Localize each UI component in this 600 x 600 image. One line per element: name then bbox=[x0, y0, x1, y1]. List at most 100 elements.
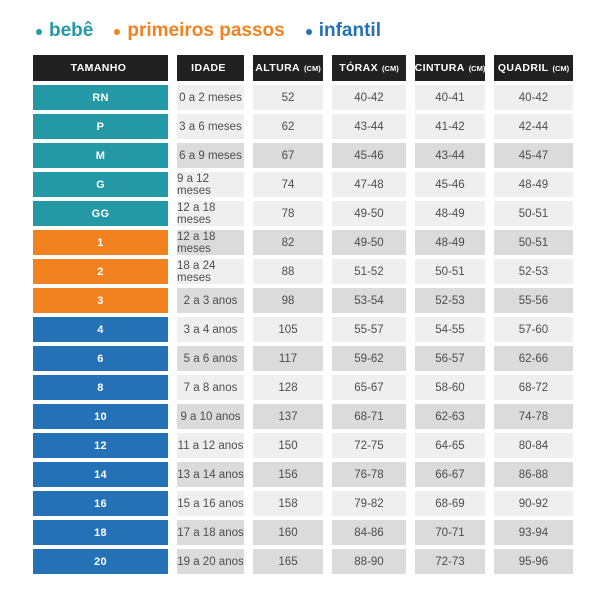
hip-cell: 57-60 bbox=[494, 317, 573, 342]
age-cell: 9 a 10 anos bbox=[177, 404, 244, 429]
height-cell: 117 bbox=[253, 346, 323, 371]
size-cell: 12 bbox=[33, 433, 168, 458]
waist-cell: 41-42 bbox=[415, 114, 485, 139]
size-cell: 6 bbox=[33, 346, 168, 371]
hip-cell: 52-53 bbox=[494, 259, 573, 284]
size-label: 8 bbox=[97, 381, 104, 394]
age-cell: 2 a 3 anos bbox=[177, 288, 244, 313]
legend-item: primeiros passos bbox=[114, 20, 285, 42]
table-row: GG 12 a 18 meses 78 49-50 48-49 50-51 bbox=[33, 201, 573, 226]
height-cell: 62 bbox=[253, 114, 323, 139]
legend-label: bebê bbox=[49, 20, 94, 41]
table-row: G 9 a 12 meses 74 47-48 45-46 48-49 bbox=[33, 172, 573, 197]
column-header-unit: (CM) bbox=[552, 64, 570, 73]
column-header-label: TÓRAX bbox=[339, 62, 379, 74]
height-cell: 165 bbox=[253, 549, 323, 574]
age-cell: 12 a 18 meses bbox=[177, 201, 244, 226]
size-label: 1 bbox=[97, 236, 104, 249]
size-cell: 3 bbox=[33, 288, 168, 313]
hip-cell: 62-66 bbox=[494, 346, 573, 371]
size-label: 14 bbox=[94, 468, 107, 481]
size-cell: 2 bbox=[33, 259, 168, 284]
table-row: 12 11 a 12 anos 150 72-75 64-65 80-84 bbox=[33, 433, 573, 458]
column-header-quadril: QUADRIL (CM) bbox=[494, 55, 573, 81]
height-cell: 78 bbox=[253, 201, 323, 226]
hip-cell: 80-84 bbox=[494, 433, 573, 458]
chest-cell: 49-50 bbox=[332, 201, 406, 226]
size-cell: G bbox=[33, 172, 168, 197]
table-row: 14 13 a 14 anos 156 76-78 66-67 86-88 bbox=[33, 462, 573, 487]
size-cell: M bbox=[33, 143, 168, 168]
hip-cell: 95-96 bbox=[494, 549, 573, 574]
column-header-label: QUADRIL bbox=[497, 62, 549, 74]
chest-cell: 45-46 bbox=[332, 143, 406, 168]
legend-label: primeiros passos bbox=[127, 20, 285, 41]
height-cell: 67 bbox=[253, 143, 323, 168]
height-cell: 82 bbox=[253, 230, 323, 255]
table-header: TAMANHO IDADE ALTURA (CM) TÓRAX (CM) CINTU… bbox=[33, 55, 573, 81]
size-cell: 20 bbox=[33, 549, 168, 574]
age-cell: 0 a 2 meses bbox=[177, 85, 244, 110]
height-cell: 52 bbox=[253, 85, 323, 110]
size-label: GG bbox=[91, 207, 110, 220]
table-row: 1 12 a 18 meses 82 49-50 48-49 50-51 bbox=[33, 230, 573, 255]
hip-cell: 50-51 bbox=[494, 201, 573, 226]
height-cell: 160 bbox=[253, 520, 323, 545]
chest-cell: 68-71 bbox=[332, 404, 406, 429]
age-cell: 9 a 12 meses bbox=[177, 172, 244, 197]
hip-cell: 74-78 bbox=[494, 404, 573, 429]
chest-cell: 59-62 bbox=[332, 346, 406, 371]
height-cell: 98 bbox=[253, 288, 323, 313]
hip-cell: 90-92 bbox=[494, 491, 573, 516]
height-cell: 156 bbox=[253, 462, 323, 487]
age-cell: 3 a 6 meses bbox=[177, 114, 244, 139]
table-row: 8 7 a 8 anos 128 65-67 58-60 68-72 bbox=[33, 375, 573, 400]
size-label: M bbox=[95, 149, 106, 162]
size-cell: 18 bbox=[33, 520, 168, 545]
column-header-altura: ALTURA (CM) bbox=[253, 55, 323, 81]
chest-cell: 65-67 bbox=[332, 375, 406, 400]
table-row: M 6 a 9 meses 67 45-46 43-44 45-47 bbox=[33, 143, 573, 168]
waist-cell: 68-69 bbox=[415, 491, 485, 516]
size-cell: 4 bbox=[33, 317, 168, 342]
table-row: P 3 a 6 meses 62 43-44 41-42 42-44 bbox=[33, 114, 573, 139]
chest-cell: 51-52 bbox=[332, 259, 406, 284]
waist-cell: 43-44 bbox=[415, 143, 485, 168]
table-row: 16 15 a 16 anos 158 79-82 68-69 90-92 bbox=[33, 491, 573, 516]
legend: bebê primeiros passos infantil bbox=[36, 20, 381, 42]
height-cell: 137 bbox=[253, 404, 323, 429]
size-cell: 14 bbox=[33, 462, 168, 487]
table-row: RN 0 a 2 meses 52 40-42 40-41 40-42 bbox=[33, 85, 573, 110]
height-cell: 105 bbox=[253, 317, 323, 342]
legend-bullet-icon bbox=[36, 29, 42, 35]
hip-cell: 55-56 bbox=[494, 288, 573, 313]
age-cell: 5 a 6 anos bbox=[177, 346, 244, 371]
column-header-idade: IDADE bbox=[177, 55, 244, 81]
column-header-torax: TÓRAX (CM) bbox=[332, 55, 406, 81]
chest-cell: 47-48 bbox=[332, 172, 406, 197]
column-header-label: IDADE bbox=[191, 62, 226, 74]
size-label: G bbox=[96, 178, 105, 191]
waist-cell: 45-46 bbox=[415, 172, 485, 197]
height-cell: 88 bbox=[253, 259, 323, 284]
size-label: 16 bbox=[94, 497, 107, 510]
waist-cell: 70-71 bbox=[415, 520, 485, 545]
table-body: RN 0 a 2 meses 52 40-42 40-41 40-42 P 3 … bbox=[33, 85, 573, 574]
chest-cell: 84-86 bbox=[332, 520, 406, 545]
waist-cell: 48-49 bbox=[415, 230, 485, 255]
size-label: 10 bbox=[94, 410, 107, 423]
age-cell: 7 a 8 anos bbox=[177, 375, 244, 400]
column-header-label: TAMANHO bbox=[70, 62, 127, 74]
column-header-unit: (CM) bbox=[468, 64, 486, 73]
column-header-tamanho: TAMANHO bbox=[33, 55, 168, 81]
chest-cell: 88-90 bbox=[332, 549, 406, 574]
age-cell: 11 a 12 anos bbox=[177, 433, 244, 458]
waist-cell: 40-41 bbox=[415, 85, 485, 110]
legend-bullet-icon bbox=[305, 29, 312, 35]
hip-cell: 45-47 bbox=[494, 143, 573, 168]
size-cell: 8 bbox=[33, 375, 168, 400]
legend-label: infantil bbox=[318, 20, 381, 41]
hip-cell: 86-88 bbox=[494, 462, 573, 487]
age-cell: 3 a 4 anos bbox=[177, 317, 244, 342]
